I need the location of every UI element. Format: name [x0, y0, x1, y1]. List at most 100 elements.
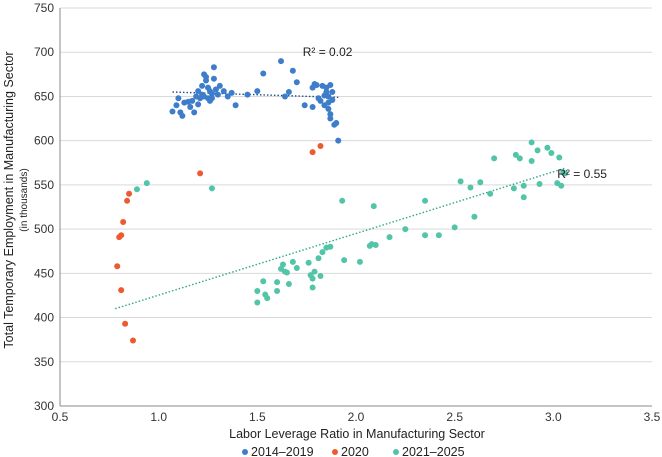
- data-point: [212, 86, 219, 93]
- data-point: [124, 197, 131, 204]
- legend-marker: [332, 449, 338, 455]
- x-tick-label: 2.5: [446, 410, 463, 424]
- y-tick-label: 600: [34, 134, 54, 148]
- data-point: [386, 234, 393, 241]
- data-point: [179, 112, 186, 119]
- data-point: [329, 96, 336, 103]
- data-point: [536, 181, 543, 188]
- data-point: [477, 179, 484, 186]
- data-point: [232, 102, 239, 109]
- data-point: [175, 95, 182, 102]
- data-point: [208, 95, 215, 102]
- data-point: [264, 295, 271, 302]
- data-point: [208, 90, 215, 97]
- data-point: [278, 58, 285, 65]
- data-point: [333, 119, 340, 126]
- data-point: [327, 81, 334, 88]
- data-point: [173, 102, 180, 109]
- data-point: [422, 197, 429, 204]
- data-point: [274, 279, 281, 286]
- data-point: [293, 79, 300, 86]
- data-point: [118, 287, 125, 294]
- y-tick-label: 650: [34, 89, 54, 103]
- r-squared-label: R² = 0.02: [303, 45, 353, 59]
- y-tick-label: 300: [34, 399, 54, 413]
- data-point: [120, 219, 127, 226]
- data-point: [281, 93, 288, 100]
- y-tick-label: 500: [34, 222, 54, 236]
- data-point: [325, 93, 332, 100]
- data-point: [244, 91, 251, 98]
- data-point: [220, 88, 227, 95]
- y-tick-label: 400: [34, 311, 54, 325]
- data-point: [279, 261, 286, 268]
- data-point: [487, 190, 494, 197]
- data-point: [169, 108, 176, 115]
- data-point: [311, 268, 318, 275]
- data-point: [422, 232, 429, 239]
- data-point: [210, 75, 217, 82]
- data-point: [548, 150, 555, 157]
- data-point: [274, 288, 281, 295]
- data-point: [528, 139, 535, 146]
- data-point: [457, 178, 464, 185]
- data-point: [214, 91, 221, 98]
- data-point: [187, 104, 194, 111]
- data-point: [289, 67, 296, 74]
- legend-marker: [242, 449, 248, 455]
- data-point: [254, 299, 261, 306]
- x-tick-label: 3.5: [644, 410, 661, 424]
- y-tick-label: 700: [34, 45, 54, 59]
- data-point: [118, 232, 125, 239]
- data-point: [130, 337, 137, 344]
- data-point: [402, 226, 409, 233]
- data-point: [317, 97, 324, 104]
- y-tick-label: 750: [34, 1, 54, 15]
- data-point: [516, 155, 523, 162]
- data-point: [114, 263, 121, 270]
- data-point: [305, 259, 312, 266]
- data-point: [228, 89, 235, 96]
- data-point: [556, 154, 563, 161]
- legend: 2014–2019 2020 2021–2025: [242, 445, 465, 457]
- data-point: [313, 81, 320, 88]
- data-point: [195, 101, 202, 108]
- data-point: [216, 82, 223, 89]
- data-point: [289, 258, 296, 265]
- data-point: [370, 203, 377, 210]
- data-point: [528, 158, 535, 165]
- x-axis-title: Labor Leverage Ratio in Manufacturing Se…: [229, 427, 485, 441]
- data-point: [558, 182, 565, 189]
- x-tick-label: 3.0: [545, 410, 562, 424]
- data-point: [534, 147, 541, 154]
- y-tick-label: 350: [34, 355, 54, 369]
- data-point: [335, 137, 342, 144]
- data-point: [191, 109, 198, 116]
- data-point: [372, 242, 379, 249]
- data-point: [520, 194, 527, 201]
- legend-label: 2020: [341, 445, 369, 457]
- data-point: [341, 257, 348, 264]
- data-point: [471, 213, 478, 220]
- data-point: [283, 269, 290, 276]
- grid-lines: [60, 7, 652, 407]
- data-point: [319, 249, 326, 256]
- r-squared-label: R² = 0.55: [557, 167, 607, 181]
- x-tick-label: 2.0: [348, 410, 365, 424]
- data-point: [208, 185, 215, 192]
- data-point: [562, 170, 569, 177]
- data-point: [224, 93, 231, 100]
- x-tick-label: 1.5: [249, 410, 266, 424]
- data-point: [317, 272, 324, 279]
- data-point: [510, 185, 517, 192]
- data-point: [309, 284, 316, 291]
- data-points: [114, 58, 569, 344]
- data-point: [317, 142, 324, 149]
- data-point: [435, 232, 442, 239]
- axes: 300 350 400 450 500 550 600 650 700 750 0.5 1.0 1.5 2…: [34, 1, 661, 424]
- data-point: [309, 275, 316, 282]
- data-point: [260, 278, 267, 285]
- y-axis-title: Total Temporary Employment in Manufactur…: [2, 51, 16, 348]
- data-point: [199, 82, 206, 89]
- data-point: [329, 89, 336, 96]
